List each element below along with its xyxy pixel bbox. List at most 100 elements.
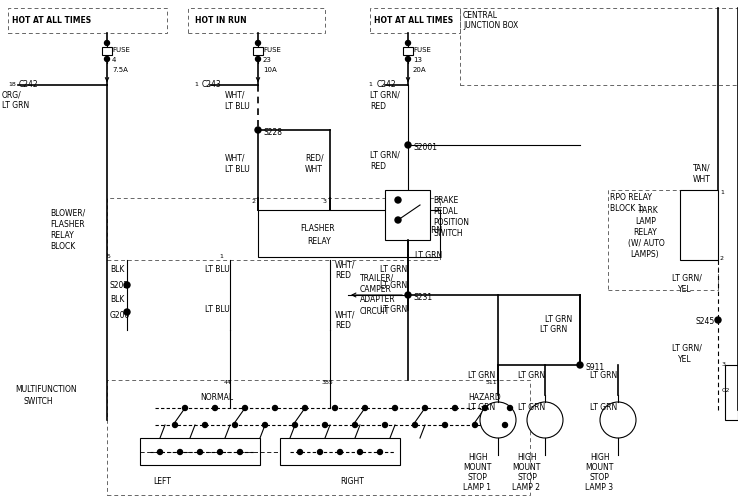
Text: POSITION: POSITION [433, 217, 469, 226]
Text: S202: S202 [110, 282, 129, 291]
Circle shape [213, 405, 218, 410]
Circle shape [317, 449, 323, 454]
Circle shape [297, 449, 303, 454]
Text: RED: RED [370, 102, 386, 111]
FancyBboxPatch shape [680, 190, 718, 260]
FancyBboxPatch shape [253, 47, 263, 55]
Text: 23: 23 [263, 57, 272, 63]
Text: S245: S245 [695, 318, 714, 327]
Text: RED: RED [335, 271, 351, 280]
Circle shape [480, 402, 516, 438]
Text: RED/: RED/ [305, 153, 324, 162]
Text: RED: RED [370, 161, 386, 170]
Text: BLOCK: BLOCK [50, 241, 75, 250]
Circle shape [362, 405, 368, 410]
Circle shape [157, 449, 162, 454]
Text: HAZARD: HAZARD [468, 393, 501, 402]
Text: PEDAL: PEDAL [433, 206, 458, 215]
Circle shape [303, 405, 308, 410]
Text: CAMPER: CAMPER [360, 285, 392, 294]
Text: LT BLU: LT BLU [225, 164, 249, 173]
Text: FLASHER: FLASHER [50, 219, 85, 228]
Circle shape [382, 422, 387, 427]
Circle shape [178, 449, 182, 454]
Text: LT GRN: LT GRN [590, 403, 617, 412]
Circle shape [333, 405, 337, 410]
FancyBboxPatch shape [403, 47, 413, 55]
Text: WHT/: WHT/ [225, 153, 246, 162]
Circle shape [272, 405, 277, 410]
Text: (W/ AUTO: (W/ AUTO [628, 238, 665, 247]
Text: MOUNT: MOUNT [512, 462, 540, 471]
Circle shape [337, 449, 342, 454]
Circle shape [452, 405, 458, 410]
Circle shape [483, 405, 488, 410]
Circle shape [405, 41, 410, 46]
Text: STOP: STOP [590, 472, 610, 481]
Text: 10A: 10A [263, 67, 277, 73]
Text: 13: 13 [413, 57, 422, 63]
Circle shape [422, 405, 427, 410]
Text: WHT: WHT [693, 174, 711, 183]
Text: S2001: S2001 [413, 142, 437, 151]
Text: LT GRN: LT GRN [540, 326, 568, 335]
Text: LT BLU: LT BLU [225, 102, 249, 111]
Text: 4: 4 [112, 57, 117, 63]
Text: C243: C243 [202, 80, 221, 89]
Text: BLK: BLK [110, 296, 125, 305]
Circle shape [238, 449, 243, 454]
Text: LT GRN: LT GRN [380, 306, 407, 315]
Text: JUNCTION BOX: JUNCTION BOX [463, 21, 518, 30]
Text: HOT AT ALL TIMES: HOT AT ALL TIMES [374, 16, 453, 25]
Text: S231: S231 [413, 293, 432, 302]
Text: RELAY: RELAY [307, 236, 331, 245]
Text: MOUNT: MOUNT [463, 462, 492, 471]
Circle shape [255, 41, 261, 46]
Circle shape [255, 57, 261, 62]
Text: BLK: BLK [110, 266, 125, 275]
Text: LAMP 3: LAMP 3 [585, 482, 613, 491]
Text: 5: 5 [107, 255, 111, 260]
Text: C2: C2 [722, 387, 731, 392]
Circle shape [124, 282, 130, 288]
Text: C242: C242 [19, 80, 38, 89]
Text: NORMAL: NORMAL [200, 393, 233, 402]
Text: 44: 44 [224, 379, 232, 384]
FancyBboxPatch shape [725, 365, 738, 420]
Text: MULTIFUNCTION: MULTIFUNCTION [15, 385, 77, 394]
Circle shape [527, 402, 563, 438]
Text: 1: 1 [368, 82, 372, 87]
Text: WHT: WHT [305, 164, 323, 173]
Text: ADAPTER: ADAPTER [360, 296, 396, 305]
Circle shape [472, 422, 477, 427]
Circle shape [405, 57, 410, 62]
FancyBboxPatch shape [102, 47, 112, 55]
Text: 20A: 20A [413, 67, 427, 73]
FancyBboxPatch shape [280, 438, 400, 465]
Text: LT GRN: LT GRN [590, 371, 617, 379]
Text: TRAILER/: TRAILER/ [360, 274, 394, 283]
Text: LT GRN: LT GRN [468, 403, 495, 412]
Text: HIGH: HIGH [590, 452, 610, 461]
Circle shape [124, 309, 130, 315]
Text: LT GRN: LT GRN [545, 316, 572, 325]
Text: RELAY: RELAY [633, 227, 657, 236]
Text: LT GRN/: LT GRN/ [672, 274, 702, 283]
Circle shape [105, 41, 109, 46]
Text: FUSE: FUSE [263, 47, 281, 53]
Text: BLOWER/: BLOWER/ [50, 208, 86, 217]
Text: 1: 1 [720, 189, 724, 194]
Text: LT GRN: LT GRN [380, 266, 407, 275]
Text: RIGHT: RIGHT [340, 476, 364, 485]
Text: LT GRN: LT GRN [468, 371, 495, 379]
Text: RPO RELAY: RPO RELAY [610, 192, 652, 201]
Text: FUSE: FUSE [413, 47, 431, 53]
Text: 511: 511 [486, 379, 497, 384]
Circle shape [255, 127, 261, 133]
Circle shape [353, 422, 357, 427]
Text: CENTRAL: CENTRAL [463, 11, 498, 20]
Circle shape [232, 422, 238, 427]
Text: 2: 2 [720, 256, 724, 261]
Text: 1: 1 [194, 82, 198, 87]
Text: MOUNT: MOUNT [585, 462, 613, 471]
